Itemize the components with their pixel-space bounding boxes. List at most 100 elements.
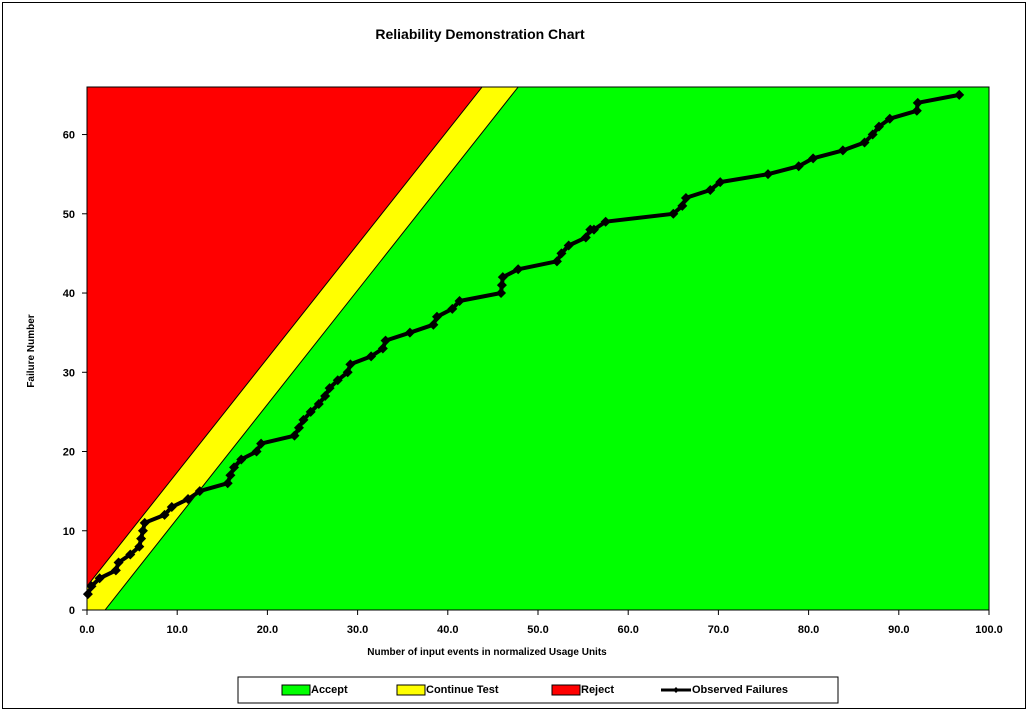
observed-failure-point xyxy=(183,494,194,505)
observed-failure-point xyxy=(293,422,304,433)
y-tick-label: 0 xyxy=(69,605,75,617)
observed-failure-point xyxy=(229,462,240,473)
observed-failure-point xyxy=(551,256,562,267)
observed-failure-point xyxy=(298,414,309,425)
observed-failure-point xyxy=(404,327,415,338)
legend-label-reject: Reject xyxy=(581,684,614,696)
x-tick-label: 60.0 xyxy=(617,624,638,636)
x-tick-label: 40.0 xyxy=(437,624,458,636)
observed-failure-point xyxy=(113,557,124,568)
observed-failure-point xyxy=(677,200,688,211)
observed-failure-point xyxy=(320,391,331,402)
x-tick-label: 80.0 xyxy=(798,624,819,636)
observed-failure-point xyxy=(94,573,105,584)
y-axis: 0 10 20 30 40 50 60 xyxy=(63,130,87,617)
observed-failure-point xyxy=(305,406,316,417)
observed-failure-point xyxy=(513,264,524,275)
y-tick-label: 30 xyxy=(63,367,75,379)
x-axis-label: Number of input events in normalized Usa… xyxy=(367,647,607,658)
observed-failure-point xyxy=(324,383,335,394)
y-tick-label: 10 xyxy=(63,526,75,538)
observed-failure-point xyxy=(680,192,691,203)
legend-label-continue-test: Continue Test xyxy=(426,684,499,696)
observed-failure-point xyxy=(82,589,93,600)
observed-failure-point xyxy=(159,509,170,520)
observed-failure-point xyxy=(715,177,726,188)
observed-failure-point xyxy=(705,185,716,196)
observed-failure-point xyxy=(808,153,819,164)
x-tick-label: 100.0 xyxy=(975,624,1003,636)
observed-failure-point xyxy=(793,161,804,172)
observed-failure-point xyxy=(251,446,262,457)
observed-failure-point xyxy=(289,430,300,441)
observed-failure-point xyxy=(454,295,465,306)
y-tick-label: 60 xyxy=(63,130,75,142)
observed-failure-point xyxy=(556,248,567,259)
observed-failure-point xyxy=(313,398,324,409)
observed-failure-point xyxy=(125,549,136,560)
observed-failure-point xyxy=(139,517,150,528)
observed-failure-point xyxy=(194,486,205,497)
legend-swatch-accept xyxy=(281,684,311,696)
observed-failure-point xyxy=(134,541,145,552)
observed-failure-point xyxy=(136,533,147,544)
x-tick-label: 20.0 xyxy=(257,624,278,636)
observed-failure-point xyxy=(911,105,922,116)
observed-failure-point xyxy=(884,113,895,124)
observed-failure-point xyxy=(225,470,236,481)
plot-area xyxy=(86,86,990,611)
chart-canvas: Reliability Demonstration Chart 0 10 20 30 4… xyxy=(26,26,1003,704)
x-tick-label: 70.0 xyxy=(708,624,729,636)
observed-failure-point xyxy=(380,335,391,346)
legend-label-accept: Accept xyxy=(311,684,348,696)
observed-failure-point xyxy=(954,89,965,100)
observed-failure-point xyxy=(563,240,574,251)
observed-failure-point xyxy=(110,565,121,576)
observed-failures-markers xyxy=(82,89,965,600)
observed-failure-point xyxy=(236,454,247,465)
observed-failure-point xyxy=(496,288,507,299)
observed-failure-point xyxy=(428,319,439,330)
observed-failure-point xyxy=(256,438,267,449)
x-tick-label: 50.0 xyxy=(527,624,548,636)
observed-failure-point xyxy=(86,581,97,592)
x-tick-label: 0.0 xyxy=(79,624,94,636)
observed-failure-point xyxy=(137,525,148,536)
observed-failure-point xyxy=(497,272,508,283)
x-axis: 0.0 10.0 20.0 30.0 40.0 50.0 60.0 70.0 80.0 90.0 1… xyxy=(79,610,1003,636)
observed-failure-point xyxy=(342,367,353,378)
legend-box xyxy=(237,676,839,704)
y-tick-label: 20 xyxy=(63,447,75,459)
legend-label-observed-failures: Observed Failures xyxy=(692,684,788,696)
y-tick-label: 40 xyxy=(63,288,75,300)
observed-failure-point xyxy=(763,169,774,180)
observed-failure-point xyxy=(345,359,356,370)
observed-failure-point xyxy=(859,137,870,148)
observed-failure-point xyxy=(447,303,458,314)
legend-swatch-reject xyxy=(551,684,581,696)
observed-failure-point xyxy=(431,311,442,322)
observed-failure-point xyxy=(600,216,611,227)
observed-failure-point xyxy=(222,478,233,489)
observed-failure-point xyxy=(873,121,884,132)
x-tick-label: 30.0 xyxy=(347,624,368,636)
observed-failure-point xyxy=(166,501,177,512)
observed-failure-point xyxy=(912,97,923,108)
x-tick-label: 10.0 xyxy=(166,624,187,636)
observed-failure-point xyxy=(496,280,507,291)
observed-failure-point xyxy=(867,129,878,140)
legend: Accept Continue Test Reject Observed Fai… xyxy=(237,676,839,704)
observed-failure-point xyxy=(580,232,591,243)
chart-title: Reliability Demonstration Chart xyxy=(375,26,585,42)
observed-failure-point xyxy=(837,145,848,156)
observed-failure-point xyxy=(332,375,343,386)
y-tick-label: 50 xyxy=(63,209,75,221)
legend-swatch-continue-test xyxy=(396,684,426,696)
observed-failure-point xyxy=(377,343,388,354)
x-tick-label: 90.0 xyxy=(888,624,909,636)
y-axis-label: Failure Number xyxy=(26,314,37,387)
observed-failure-point xyxy=(588,224,599,235)
observed-failure-point xyxy=(668,208,679,219)
observed-failure-point xyxy=(366,351,377,362)
